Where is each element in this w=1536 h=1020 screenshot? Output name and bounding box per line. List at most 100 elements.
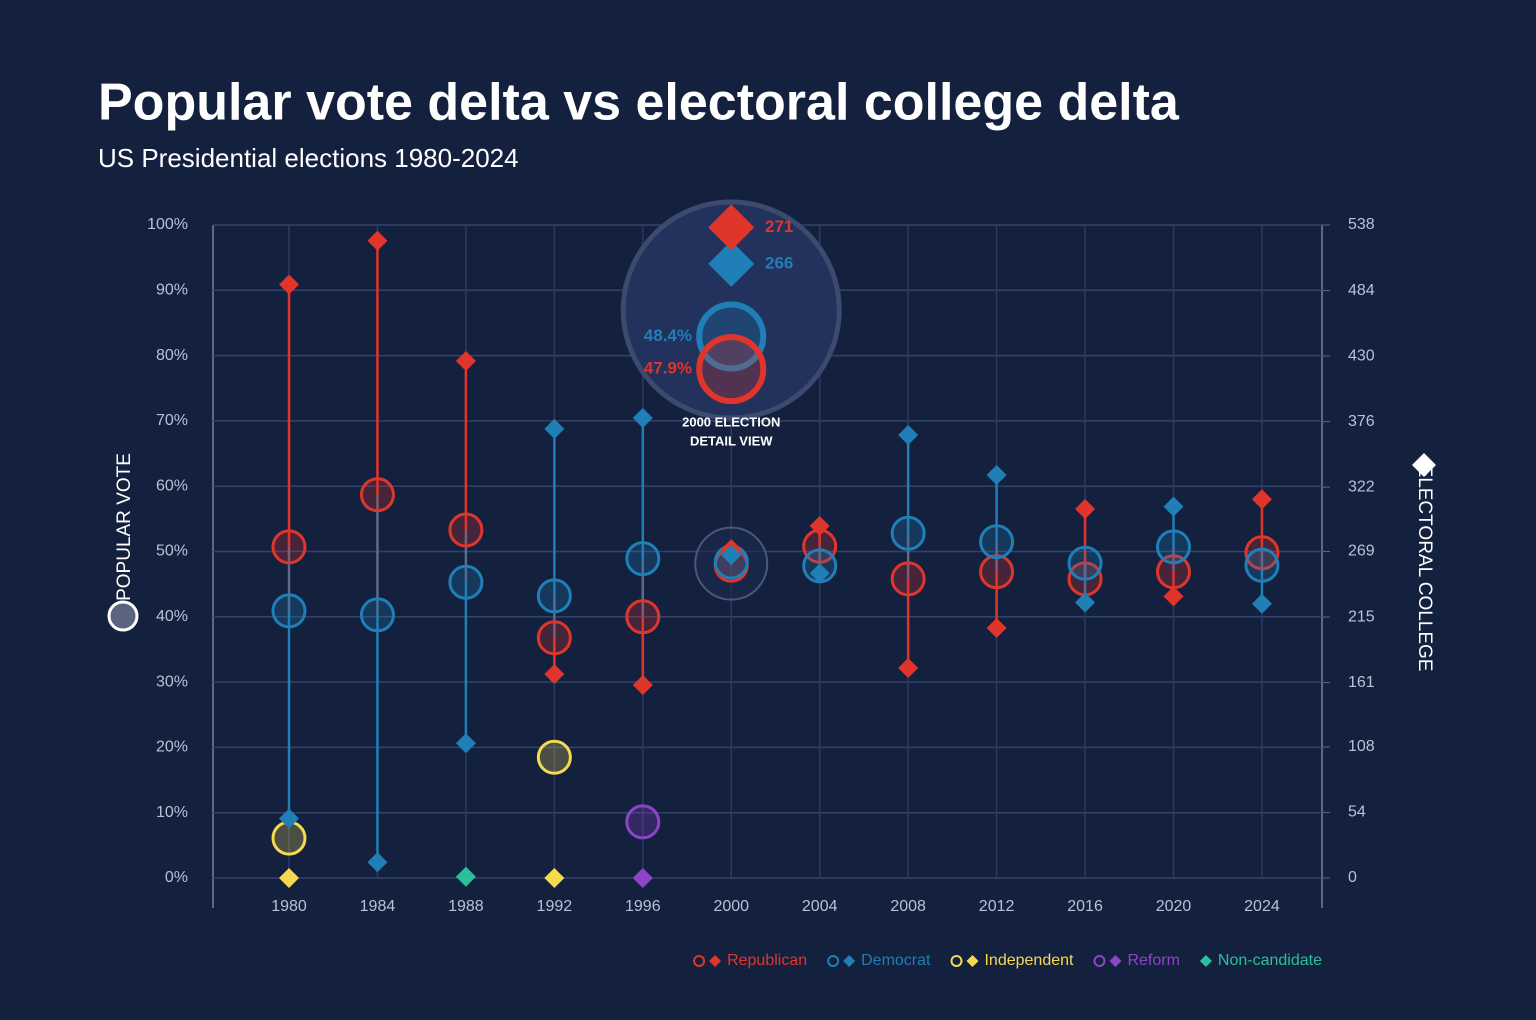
x-tick-label: 2012 xyxy=(979,898,1015,915)
electoral-diamond xyxy=(986,617,1007,638)
popular-vote-dot xyxy=(1244,535,1280,571)
y2-tick-label: 538 xyxy=(1348,216,1375,233)
y2-tick-label: 108 xyxy=(1348,738,1375,755)
x-tick-label: 1992 xyxy=(537,898,573,915)
legend-label: Republican xyxy=(727,952,807,969)
popular-vote-dot xyxy=(979,554,1015,590)
y-tick-label: 0% xyxy=(165,869,188,886)
y-axis-icon xyxy=(107,600,139,632)
electoral-diamond xyxy=(632,407,653,428)
electoral-diamond xyxy=(1075,499,1096,520)
x-tick-label: 2020 xyxy=(1156,898,1192,915)
y2-tick-label: 54 xyxy=(1348,804,1366,821)
legend-circle xyxy=(950,955,963,967)
electoral-diamond xyxy=(279,868,299,888)
electoral-diamond xyxy=(1163,496,1184,517)
electoral-diamond xyxy=(1251,489,1272,510)
popular-vote-dot xyxy=(890,561,926,597)
y2-tick-label: 269 xyxy=(1348,543,1375,560)
detail-electoral-label: 271 xyxy=(765,217,793,236)
y2-tick-label: 0 xyxy=(1348,869,1357,886)
detail-title: 2000 ELECTION xyxy=(682,414,780,429)
detail-popular-dot xyxy=(696,334,767,405)
y2-tick-label: 376 xyxy=(1348,413,1375,430)
popular-vote-dot xyxy=(271,529,307,565)
y-tick-label: 50% xyxy=(156,543,188,560)
electoral-diamond xyxy=(898,424,919,445)
electoral-diamond xyxy=(1075,592,1096,613)
popular-vote-dot xyxy=(448,564,484,600)
detail-electoral-diamond xyxy=(708,204,755,251)
detail-popular-label: 47.9% xyxy=(644,359,692,378)
popular-vote-dot xyxy=(359,477,395,513)
electoral-diamond xyxy=(632,868,653,888)
legend-diamond xyxy=(1109,955,1122,967)
y-axis-title: POPULAR VOTE xyxy=(114,453,135,601)
y-tick-label: 80% xyxy=(156,347,188,364)
legend-circle xyxy=(693,955,706,967)
legend-circle xyxy=(827,955,840,967)
popular-vote-dot xyxy=(625,541,661,577)
y2-axis-title: ELECTORAL COLLEGE xyxy=(1414,465,1435,672)
popular-vote-dot xyxy=(625,599,661,635)
y2-tick-label: 215 xyxy=(1348,608,1375,625)
x-tick-label: 1996 xyxy=(625,898,661,915)
electoral-diamond xyxy=(809,563,830,584)
electoral-diamond xyxy=(1163,586,1184,607)
electoral-diamond xyxy=(367,230,388,251)
y-tick-label: 90% xyxy=(156,282,188,299)
electoral-diamond xyxy=(544,664,565,685)
electoral-diamond xyxy=(544,418,565,439)
y2-axis-icon xyxy=(1412,453,1436,477)
x-tick-label: 1980 xyxy=(271,898,307,915)
y-tick-label: 10% xyxy=(156,804,188,821)
x-tick-label: 2016 xyxy=(1067,898,1103,915)
legend-diamond xyxy=(843,955,856,967)
y2-tick-label: 161 xyxy=(1348,674,1375,691)
legend-label: Reform xyxy=(1127,952,1179,969)
popular-vote-dot xyxy=(625,804,661,840)
popular-vote-dot xyxy=(1067,545,1103,581)
legend-diamond xyxy=(966,955,979,967)
electoral-diamond xyxy=(632,675,653,696)
y-tick-label: 70% xyxy=(156,412,188,429)
legend-circle xyxy=(1093,955,1106,967)
popular-vote-dot xyxy=(536,578,572,614)
y2-tick-label: 484 xyxy=(1348,282,1375,299)
electoral-diamond xyxy=(986,465,1007,486)
x-tick-label: 1984 xyxy=(360,898,396,915)
y-tick-label: 40% xyxy=(156,608,188,625)
popular-vote-dot xyxy=(359,597,395,633)
legend-label: Democrat xyxy=(861,952,931,969)
popular-vote-dot xyxy=(536,620,572,656)
electoral-diamond xyxy=(367,852,388,873)
x-tick-label: 1988 xyxy=(448,898,484,915)
y-tick-label: 100% xyxy=(147,216,188,233)
electoral-diamond xyxy=(544,868,565,888)
detail-lens xyxy=(620,199,842,421)
chart-subtitle: US Presidential elections 1980-2024 xyxy=(98,143,519,173)
x-tick-label: 2008 xyxy=(890,898,926,915)
detail-popular-label: 48.4% xyxy=(644,326,692,345)
electoral-diamond xyxy=(721,545,742,566)
x-tick-label: 2000 xyxy=(713,898,749,915)
electoral-diamond xyxy=(898,658,919,679)
y2-tick-label: 430 xyxy=(1348,347,1375,364)
electoral-diamond xyxy=(455,733,476,754)
popular-vote-dot xyxy=(536,739,572,775)
y-tick-label: 60% xyxy=(156,477,188,494)
popular-vote-dot xyxy=(1244,547,1280,583)
chart-title: Popular vote delta vs electoral college … xyxy=(98,74,1180,132)
electoral-diamond xyxy=(1251,593,1272,614)
electoral-diamond xyxy=(809,516,830,537)
legend-diamond xyxy=(1199,955,1212,967)
electoral-diamond xyxy=(455,866,476,887)
legend: Republican Democrat Independent Reform Non-c… xyxy=(693,952,1322,969)
popular-vote-dot xyxy=(448,512,484,548)
electoral-diamond xyxy=(279,808,299,829)
x-tick-label: 2004 xyxy=(802,898,838,915)
detail-electoral-label: 266 xyxy=(765,253,793,272)
popular-vote-dot xyxy=(1156,529,1191,565)
